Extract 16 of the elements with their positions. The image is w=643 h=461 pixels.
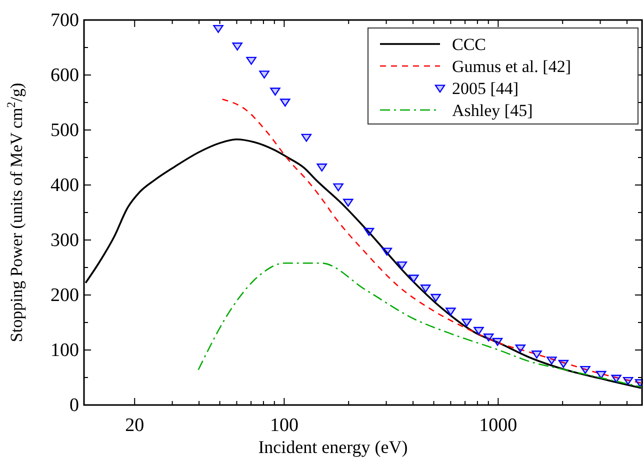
- legend-label: Ashley [45]: [452, 101, 533, 120]
- legend-label: CCC: [452, 35, 486, 54]
- x-tick-label: 1000: [479, 415, 518, 436]
- y-tick-label: 300: [50, 230, 79, 251]
- x-tick-label: 100: [270, 415, 298, 436]
- y-tick-label: 500: [50, 120, 79, 141]
- y-tick-label: 700: [50, 10, 79, 31]
- y-tick-label: 0: [70, 395, 79, 416]
- legend-label: 2005 [44]: [452, 79, 519, 98]
- y-tick-label: 200: [50, 285, 79, 306]
- legend-label: Gumus et al. [42]: [452, 57, 571, 76]
- y-tick-label: 400: [50, 175, 79, 196]
- x-axis-title: Incident energy (eV): [258, 437, 408, 457]
- y-tick-label: 600: [50, 65, 79, 86]
- y-tick-label: 100: [50, 340, 79, 361]
- x-tick-label: 20: [125, 415, 144, 436]
